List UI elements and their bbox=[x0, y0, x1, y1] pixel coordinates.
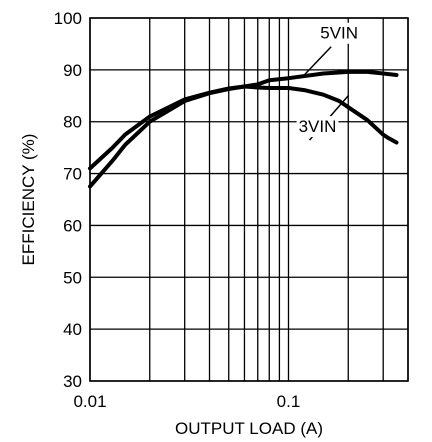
x-axis-label: OUTPUT LOAD (A) bbox=[175, 419, 323, 438]
y-axis-label: EFFICIENCY (%) bbox=[19, 134, 38, 266]
y-tick-label: 80 bbox=[63, 113, 82, 132]
plot-frame bbox=[89, 17, 409, 382]
series-label-background bbox=[296, 116, 339, 138]
x-tick-label: 0.1 bbox=[277, 392, 301, 411]
series-line-3vin bbox=[88, 84, 399, 171]
series-label-3vin: 3VIN bbox=[299, 117, 337, 136]
y-tick-labels: 30 40 50 60 70 80 90 100 bbox=[54, 9, 82, 391]
series-label-5vin: 5VIN bbox=[320, 24, 358, 43]
y-tick-label: 30 bbox=[63, 372, 82, 391]
y-tick-label: 100 bbox=[54, 9, 82, 28]
annotation-pointer bbox=[303, 46, 332, 76]
series-line-5vin bbox=[88, 69, 399, 189]
series-label-background bbox=[318, 22, 361, 44]
y-tick-label: 60 bbox=[63, 216, 82, 235]
y-tick-label: 50 bbox=[63, 268, 82, 287]
series-group bbox=[88, 69, 399, 189]
y-tick-label: 40 bbox=[63, 320, 82, 339]
x-tick-labels: 0.01 0.1 bbox=[73, 392, 300, 411]
y-tick-label: 90 bbox=[63, 61, 82, 80]
x-tick-label: 0.01 bbox=[73, 392, 106, 411]
y-tick-label: 70 bbox=[63, 165, 82, 184]
annotations: 5VIN 3VIN bbox=[296, 22, 361, 141]
